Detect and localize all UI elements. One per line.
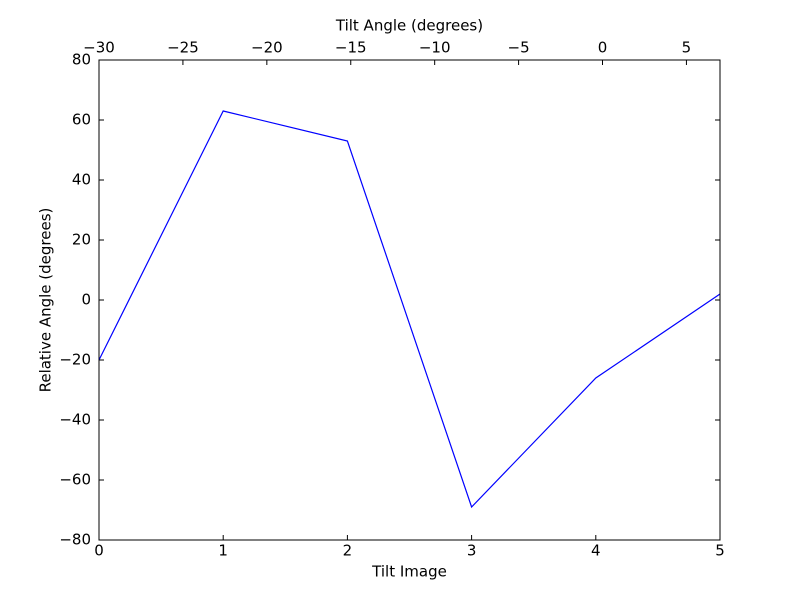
x2-tick-label: 0 [598,39,608,57]
x2-tick-label: −25 [167,39,199,57]
y-tick-label: 20 [72,231,91,249]
x-axis-label: Tilt Image [371,563,447,581]
x-tick-label: 3 [467,542,477,560]
x2-tick-label: −15 [335,39,367,57]
data-line [98,110,721,509]
x2-tick-label: −30 [83,39,115,57]
y-tick-label: 40 [72,171,91,189]
y-tick-label: −60 [59,471,91,489]
x-tick-label: 0 [94,542,104,560]
x-tick-label: 5 [715,542,725,560]
x-tick-label: 1 [218,542,228,560]
plot-frame [98,59,721,541]
x2-tick-label: 5 [682,39,692,57]
x2-tick-label: −5 [508,39,530,57]
y-tick-label: −80 [59,531,91,549]
x2-tick-label: −10 [419,39,451,57]
y-tick-label: 60 [72,111,91,129]
y-tick-label: −40 [59,411,91,429]
y-axis-label: Relative Angle (degrees) [37,208,55,393]
y-tick-label: 80 [72,51,91,69]
x-tick-label: 2 [343,542,353,560]
y-tick-label: 0 [81,291,91,309]
y-tick-label: −20 [59,351,91,369]
x2-axis-label: Tilt Angle (degrees) [335,17,483,35]
x-tick-label: 4 [591,542,601,560]
x2-tick-label: −20 [251,39,283,57]
